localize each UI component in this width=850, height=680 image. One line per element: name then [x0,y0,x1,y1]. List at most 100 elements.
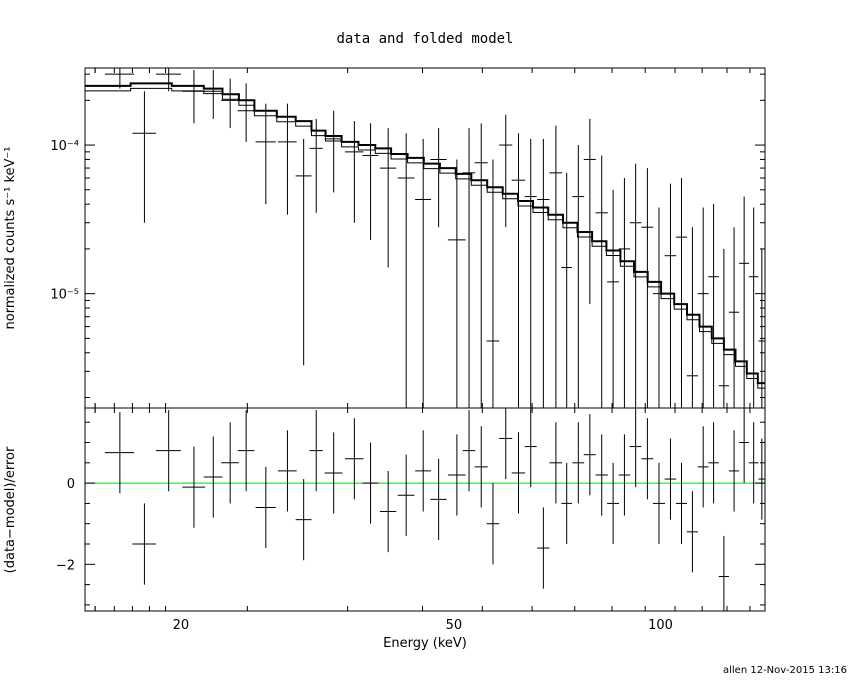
residual-data-point [686,491,698,573]
spectrum-data-point [104,68,135,89]
footer-credit: allen 12-Nov-2015 13:16 [723,665,847,676]
residual-data-point [345,418,364,500]
spectrum-data-point [708,204,719,408]
residual-data-point [397,454,415,536]
residual-data-point [718,535,729,611]
x-tick-label: 50 [446,618,463,633]
residual-data-point [155,410,181,492]
spectrum-data-point [728,227,740,408]
residual-data-point [309,410,323,492]
residual-data-point [664,438,677,520]
residual-data-point [561,462,572,545]
y-tick-label: 0 [67,477,75,492]
residual-data-point [607,462,619,545]
residual-data-point [728,430,740,512]
spectrum-data-point [203,69,223,119]
spectrum-data-point [474,123,488,408]
spectrum-data-point [664,183,677,408]
residual-data-point [697,426,709,508]
residual-data-point [652,462,665,545]
spectrum-data-point [415,138,432,408]
spectrum-data-point [309,118,323,213]
residual-data-point [447,434,466,516]
residual-data-point [549,422,563,504]
y-tick-label: 10⁻⁵ [50,288,79,303]
spectrum-data-point [697,207,709,408]
residual-data-point [537,507,550,589]
residual-data-point [415,430,432,512]
x-axis-label: Energy (keV) [383,636,467,651]
y-tick-label: 10⁻⁴ [50,139,79,154]
residual-data-point [104,412,135,494]
spectrum-data-point [748,207,759,408]
spectrum-data-point [686,227,698,408]
chart-title: data and folded model [336,31,513,47]
y-tick-label: −2 [56,558,75,573]
residual-data-point [758,438,766,520]
x-tick-label: 100 [648,618,673,633]
residual-data-point [255,466,276,549]
model-step-line-detector-2 [85,87,765,389]
residual-data-point [474,426,488,508]
residual-marks [85,408,766,611]
residual-data-point [203,436,223,518]
spectrum-data-point [718,248,729,408]
spectrum-data-point [362,123,379,240]
residual-ticks: 20 50 100 0 −2 [56,408,765,633]
spectrum-data-point [430,128,447,228]
residual-data-point [572,422,585,504]
spectrum-data-point [221,78,239,129]
residual-data-point [499,408,513,480]
spectrum-data-point [447,159,466,408]
residual-data-point [708,422,719,504]
residual-data-point [221,422,239,504]
residual-data-point [511,432,526,514]
spectrum-data-point [524,138,537,408]
spectrum-data-point [379,128,397,268]
spectrum-data-point [324,110,343,193]
residual-data-point [379,470,397,553]
spectrum-data-point [499,114,513,228]
spectrum-data-point [182,69,206,124]
spectrum-data-point [549,125,563,408]
spectrum-data-point [675,178,687,408]
spectrum-data-point [629,163,642,408]
spectrum-data-point [583,118,596,305]
residual-data-point [277,430,297,512]
spectrum-data-point [607,189,619,408]
residual-data-point [524,408,537,488]
residual-data-point [486,483,500,565]
spectrum-data-point [758,248,766,408]
spectrum-data-point [237,83,255,142]
residual-data-point [295,479,312,561]
residual-data-point [675,462,687,545]
spectrum-y-axis-label: normalized counts s⁻¹ keV⁻¹ [3,147,18,330]
residual-frame [84,407,766,612]
residual-data-point [595,434,608,516]
residual-data-point [182,446,206,528]
residual-data-point [430,458,447,540]
spectrum-data-point [132,91,156,223]
residual-data-point [629,408,642,488]
spectrum-data-point [561,172,572,408]
spectrum-panel: 10⁻⁴ 10⁻⁵ normalized counts s⁻¹ keV⁻¹ [3,67,766,409]
spectrum-ticks: 10⁻⁴ 10⁻⁵ [50,68,765,408]
spectrum-data-point [155,68,181,92]
spectrum-data-point [295,138,312,366]
spectrum-data-point [345,121,364,223]
spectrum-data-point [511,133,526,408]
residual-data-point [618,434,631,516]
residual-data-point [237,410,255,492]
spectrum-data-point [595,155,608,408]
spectrum-data-point [739,196,750,408]
residual-panel: 20 50 100 0 −2 (data−model)/error Energy (ke… [3,407,766,651]
spectrum-data-point [537,138,550,408]
spectrum-data-point [486,159,500,408]
residual-data-point [462,410,476,492]
spectrum-data-point [641,168,654,408]
residual-data-point [362,442,379,524]
spectrum-data-point [618,178,631,408]
residual-data-point [324,432,343,514]
